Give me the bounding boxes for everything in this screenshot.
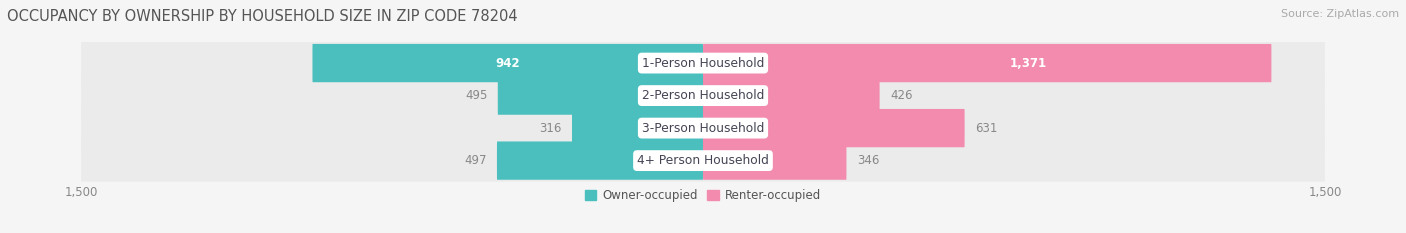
Text: 426: 426 — [890, 89, 912, 102]
FancyBboxPatch shape — [82, 107, 1324, 149]
Text: 495: 495 — [465, 89, 488, 102]
Text: 316: 316 — [540, 122, 561, 135]
Text: 346: 346 — [856, 154, 879, 167]
Text: 3-Person Household: 3-Person Household — [641, 122, 765, 135]
Text: 2-Person Household: 2-Person Household — [641, 89, 765, 102]
Text: OCCUPANCY BY OWNERSHIP BY HOUSEHOLD SIZE IN ZIP CODE 78204: OCCUPANCY BY OWNERSHIP BY HOUSEHOLD SIZE… — [7, 9, 517, 24]
FancyBboxPatch shape — [496, 141, 703, 180]
FancyBboxPatch shape — [82, 75, 1324, 116]
Legend: Owner-occupied, Renter-occupied: Owner-occupied, Renter-occupied — [579, 184, 827, 207]
Text: 942: 942 — [495, 57, 520, 70]
FancyBboxPatch shape — [703, 109, 965, 147]
FancyBboxPatch shape — [498, 76, 703, 115]
FancyBboxPatch shape — [703, 76, 880, 115]
Text: 4+ Person Household: 4+ Person Household — [637, 154, 769, 167]
FancyBboxPatch shape — [82, 42, 1324, 84]
Text: 1-Person Household: 1-Person Household — [641, 57, 765, 70]
FancyBboxPatch shape — [703, 141, 846, 180]
Text: 631: 631 — [974, 122, 997, 135]
Text: 497: 497 — [464, 154, 486, 167]
FancyBboxPatch shape — [312, 44, 703, 82]
Text: Source: ZipAtlas.com: Source: ZipAtlas.com — [1281, 9, 1399, 19]
FancyBboxPatch shape — [82, 140, 1324, 182]
FancyBboxPatch shape — [703, 44, 1271, 82]
Text: 1,371: 1,371 — [1010, 57, 1047, 70]
FancyBboxPatch shape — [572, 109, 703, 147]
